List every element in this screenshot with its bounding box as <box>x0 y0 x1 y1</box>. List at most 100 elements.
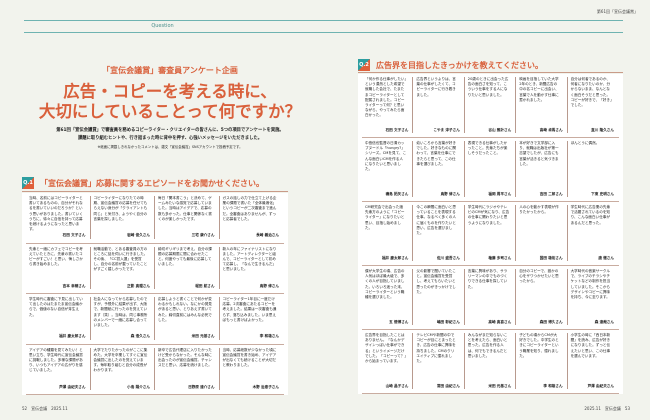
q2-badge: Q.2 <box>358 59 370 71</box>
respondent-name: 高崎 卓馬さん <box>539 127 563 132</box>
q1-answer-cell: 社会人になってから応募したのですが、予想外に結果が出ず、大阪で、新聞紙に行ったの… <box>90 294 155 345</box>
answer-text: 先輩と一緒にカフェでコピーを考えていたときに、先輩の書いたコピーがすごい！と思い… <box>29 246 83 267</box>
respondent-name: 森田 博久さん <box>539 319 563 324</box>
respondent-name: 唐 徹さん <box>598 255 614 260</box>
column-divider <box>218 347 220 390</box>
header-rule-top <box>24 20 325 21</box>
q1-answers-grid: 当時、名前にはコピーライターと書いてあるものの、自分がそれなるを書いていいのだろ… <box>22 193 288 395</box>
column-divider <box>218 196 220 239</box>
answer-text: ガスの話しの力で仕立て上げる企業の課題で書いた「全体最適化」というコピーが二次審… <box>222 196 277 221</box>
answer-text: 中島信也監督の日清カップヌードル「hungry?」シリーズ。CMを見て、こんな面… <box>365 141 407 172</box>
respondent-name: 堀田 航さん <box>195 283 215 288</box>
q2-heading: Q.2 広告界を目指したきっかけを教えてください。 <box>358 59 543 71</box>
respondent-name: 高崎 真喜さん <box>488 319 512 324</box>
footer-right: 2025.11 宣伝会議 53 <box>584 406 630 411</box>
answer-text: コピーライター1年目に一度だけ応募。2次審査にあたるコピーを考えました。結果は一… <box>222 297 277 322</box>
column-divider <box>412 269 414 325</box>
header-rule-bottom-right <box>325 32 623 33</box>
answer-text: 毎日「関本書こう」と決めて、ゲームみたいな感覚で応募していました。当時はアイデア… <box>158 196 212 221</box>
answer-text: みんながまだ知らないことを考えたら、面白いと思った。広告を作る人は、何でもできる… <box>467 333 508 358</box>
respondent-name: 小島 陽介さん <box>127 384 150 389</box>
q2-answer-cell: 僕が大学生の頃、広告の人気はほぼ最大級で、多くの人が目指していました。いろいろ迷… <box>362 266 414 330</box>
answer-text: 20歳のときに出会った広告の面白さを知って、こういう仕事をする人になりたいと思い… <box>467 77 509 97</box>
q2-answer-cell: みんながまだ知らないことを考えたら、面白いと思った。広告を作る人は、何でもできる… <box>464 330 517 394</box>
column-divider <box>154 196 155 239</box>
respondent-name: 森 浩久さん <box>130 334 150 339</box>
q1-heading: Q.1 「宣伝会議賞」応募に関するエピソードをお聞かせください。 <box>22 177 264 189</box>
respondent-name: 佐川 盛吾さん <box>436 255 460 260</box>
answer-text: 大学でたりたかったのがここに集めた。大学を卒業してすぐに宣伝会議賞に出したのを覚… <box>93 347 148 373</box>
respondent-name: 米田 元基さん <box>191 334 215 339</box>
q2-answer-cell: テレビCMや新聞の中でコピーが目にとまったとき、広告の仕事に興味を持ちました。C… <box>413 330 465 394</box>
respondent-name: 李 和雄さん <box>543 383 563 388</box>
column-divider <box>154 246 155 289</box>
column-divider <box>412 141 414 197</box>
answer-text: テレビCMや新聞の中でコピーが目にとまったとき、広告の仕事に興味を持ちました。C… <box>416 333 456 364</box>
respondent-name: 日野原 達介さん <box>188 384 215 389</box>
answer-text: 締切ギリギリまで考え、自分の課題の応募期限に間に合わせたこと。何度やっても最後に… <box>158 246 212 267</box>
column-divider <box>515 333 517 389</box>
respondent-name: 権藤 多司さん <box>488 255 512 260</box>
q2-answer-cell: 「何か作る仕事がしたい」という漠然とした希望で就職した会社で、たまたまコピーライ… <box>362 74 414 138</box>
column-divider <box>463 77 465 133</box>
respondent-name: 吉田 二郎さん <box>539 191 563 196</box>
column-divider <box>463 205 465 261</box>
respondent-name: 直川 隆久さん <box>591 127 614 132</box>
column-divider <box>412 77 414 133</box>
answer-text: 新卒で広告代理店に入りたかったけど受からなかった。そんな時に出会ったのが宣伝会議… <box>158 347 212 368</box>
column-divider <box>89 246 91 289</box>
q2-answer-cell: 学生時代にラジオやテレビのCMが気になり、広告の仕事に関わりたいと思うようになり… <box>464 202 517 266</box>
respondent-name: 福岡 周平さん <box>488 191 512 196</box>
answer-text: 僕が大学生の頃、広告の人気はほぼ最大級で、多くの人が目指していました。いろいろ迷… <box>365 269 405 300</box>
respondent-name: 福井 慶太郎さん <box>59 334 86 339</box>
respondent-name: 石田 文子さん <box>62 233 86 238</box>
column-divider <box>515 205 517 261</box>
q2-answer-cell: 言葉に興味があり、サラリーマンの中でものづくりできる仕事を探していた。 高崎 真喜… <box>464 266 517 330</box>
answer-text: 子どもの頃からCMが大好きでした。中学生のときにコピーライターという職業を知り、… <box>519 333 559 358</box>
column-divider <box>566 77 568 133</box>
respondent-name: 岩崎 俊久さん <box>127 233 150 238</box>
answer-text: 学生時代に審査に下見に出していて出したのはたまたま宣伝会議からで、価値のない自信… <box>29 297 83 317</box>
lead-note: ※紙面に掲載しきれなかったコメントは、雑文「宣伝会議賞」SNSアカウントで投稿予… <box>97 145 243 149</box>
respondent-name: 五 徳博さん <box>389 319 409 324</box>
respondent-name: 石田 文子さん <box>385 127 409 132</box>
answer-text: コピーライターになりたての時期、宣伝会議賞の応募を任せてもらえない身分が「クライ… <box>93 196 148 221</box>
column-divider <box>412 205 414 261</box>
answer-text: 自分は何者であるのか、何者になりたいのか、分からないまま、なんとなく面白そうだと… <box>570 77 612 108</box>
q2-answer-cell: 大学時代の音楽サークルで、ライブのチラシやチケットなどの制作を担当していました。… <box>567 266 619 330</box>
answer-text: 応募しようと書くことで何かが変わるかもしれない。なにかの発見があると思い、とりあ… <box>158 297 212 322</box>
column-divider <box>154 297 155 340</box>
q1-answer-cell: コピーライターになりたての時期、宣伝会議賞の応募を任せてもらえない身分が「クライ… <box>90 193 155 244</box>
respondent-name: 森 達哉さん <box>594 319 614 324</box>
q2-answer-cell: 本が好きで文学部に入り、就職は出版社が第一志望でしたが、広告にも言葉が活きると気… <box>516 138 568 202</box>
lead-text: 第61回「宣伝会議賞」で審査員を務めるコピーライター・クリエイターの皆さんに、5… <box>0 127 340 151</box>
answer-text: 学生時代に広告業の先輩で活躍されているのを知り、こんな面白い仕事があるんだと思っ… <box>570 205 611 225</box>
column-divider <box>566 269 568 325</box>
q1-answer-cell: 毎日「関本書こう」と決めて、ゲームみたいな感覚で応募していました。当時はアイデア… <box>155 193 220 244</box>
q2-question: 広告界を目指したきっかけを教えてください。 <box>376 60 544 70</box>
q1-answer-cell: 締切ギリギリまで考え、自分の課題の応募期限に間に合わせたこと。何度やっても最後に… <box>155 244 220 294</box>
column-divider <box>515 141 517 197</box>
answer-text: 大学時代の音楽サークルで、ライブのチラシやチケットなどの制作を担当していました。… <box>570 269 611 300</box>
answer-text: 広告界というよりは、言葉の仕事がしたくて、コピーライターに行き着きました。 <box>416 77 456 97</box>
answer-text: 自分のコピーで、誰かの心をザワつかせたいと思ったから。 <box>519 269 559 284</box>
right-page: 第61回「宣伝会議賞」 Q.2 広告界を目指したきっかけを教えてください。 「何… <box>325 0 650 420</box>
respondent-name: 国田 雄佑さん <box>539 255 563 260</box>
respondent-name: 芦澤 由紀夫さん <box>59 384 86 389</box>
column-divider <box>218 246 220 289</box>
column-divider <box>515 77 517 133</box>
issue-label: 第61回「宣伝会議賞」 <box>596 9 638 14</box>
left-page: Question 「宣伝会議賞」審査員アンケート企画 広告・コピーを考える時に、… <box>22 20 325 411</box>
q2-answer-cell: CM研究会で出会った諸先輩方のように「コピーライター」になりたいと思い、目指し始… <box>362 202 414 266</box>
respondent-name: 嶋田 彰紀さん <box>436 319 460 324</box>
q1-answer-cell: 先輩と一緒にカフェでコピーを考えていたときに、先輩の書いたコピーがすごい！と思い… <box>26 244 91 294</box>
q1-answer-cell: 応募しようと書くことで何かが変わるかもしれない。なにかの発見があると思い、とりあ… <box>155 294 220 345</box>
lead-line-2: 課題に取り組むヒントや、行き詰まった時に背中を押す、心強いメッセージをいただきま… <box>77 136 263 141</box>
q2-answer-cell: 小学生の時に「西日本新聞」を読み、広告が好きになりました。ずっと伝えたいと思い、… <box>567 330 619 394</box>
respondent-name: 米田 元基さん <box>488 383 512 388</box>
answer-text: 今この瞬間に面白いと思っていることを表現する仕事。なるべく多くの人に届くものを作… <box>416 205 456 236</box>
q2-answer-cell: ほんとうに偶然。 下東 史明さん <box>567 138 619 202</box>
respondent-name: 福井 慶太郎さん <box>381 255 409 260</box>
q2-answer-cell: 自分のコピーで、誰かの心をザワつかせたいと思ったから。森田 博久さん <box>516 266 568 330</box>
header-rule-bottom <box>24 32 325 33</box>
